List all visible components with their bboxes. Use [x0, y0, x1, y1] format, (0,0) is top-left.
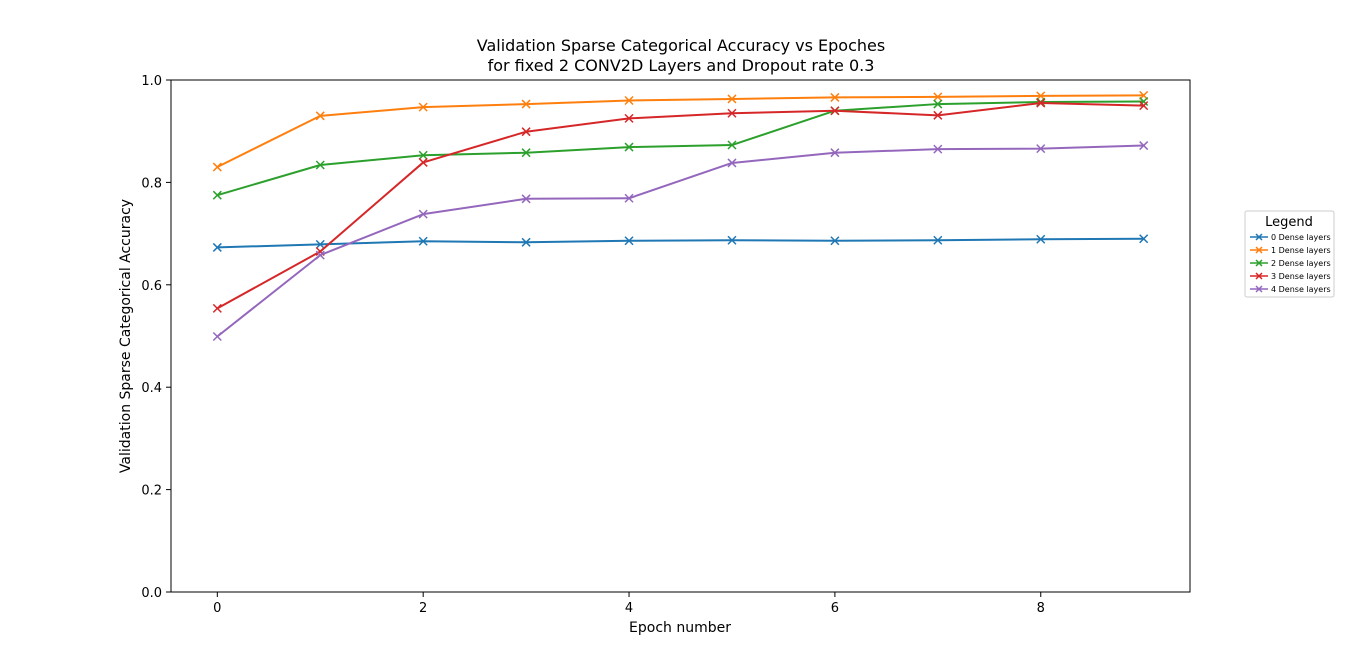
chart-title: Validation Sparse Categorical Accuracy v…	[477, 36, 885, 55]
data-point	[315, 111, 325, 121]
series-line	[216, 102, 1144, 310]
data-point	[624, 113, 634, 123]
legend-marker	[1255, 272, 1263, 280]
data-point	[933, 110, 943, 120]
data-point	[1036, 98, 1046, 108]
series-line	[217, 237, 1144, 249]
x-axis: 0 2 4 6 8	[213, 592, 1045, 616]
data-point	[933, 144, 943, 154]
data-point	[1139, 101, 1149, 111]
plot-area	[170, 79, 1191, 593]
data-point	[418, 209, 428, 219]
series-line	[216, 144, 1144, 338]
y-tick-label: 0.4	[141, 381, 162, 396]
data-point	[418, 102, 428, 112]
data-point	[624, 236, 634, 246]
legend: Legend 0 Dense layers 1 Dense layers 2 Den…	[1244, 210, 1335, 298]
data-point	[933, 92, 943, 102]
data-point	[418, 150, 428, 160]
y-axis: 0.0 0.2 0.4 0.6 0.8 1.0	[141, 74, 171, 601]
data-point	[624, 95, 634, 106]
data-point	[933, 99, 943, 109]
series-layer	[212, 90, 1149, 342]
x-tick-label: 2	[419, 601, 427, 616]
x-axis-label: Epoch number	[629, 620, 731, 636]
legend-items: 0 Dense layers 1 Dense layers 2 Dense laye…	[1250, 233, 1331, 294]
data-point	[212, 242, 222, 252]
legend-label: 0 Dense layers	[1271, 233, 1331, 242]
x-tick-label: 6	[831, 601, 839, 616]
data-point	[727, 108, 737, 118]
legend-item: 2 Dense layers	[1250, 259, 1331, 268]
data-point	[418, 157, 428, 167]
data-point	[1139, 96, 1149, 107]
x-tick-label: 8	[1037, 601, 1045, 616]
data-point	[521, 194, 531, 204]
series-3	[212, 98, 1149, 313]
legend-marker	[1255, 259, 1263, 267]
data-point	[830, 106, 840, 116]
data-point	[521, 237, 531, 247]
data-point	[624, 193, 634, 203]
data-point	[727, 235, 737, 245]
series-1	[212, 90, 1149, 172]
y-tick-label: 0.2	[141, 484, 162, 499]
data-point	[1036, 234, 1046, 244]
y-tick-label: 0.6	[141, 279, 162, 294]
data-point	[315, 239, 325, 249]
data-point	[315, 160, 325, 170]
data-point	[212, 162, 222, 172]
data-point	[727, 140, 737, 150]
data-point	[933, 235, 943, 245]
legend-title: Legend	[1265, 215, 1313, 230]
legend-item: 4 Dense layers	[1250, 285, 1331, 294]
legend-marker	[1255, 246, 1263, 254]
data-point	[1036, 144, 1046, 154]
legend-marker	[1255, 233, 1263, 241]
data-point	[1139, 141, 1149, 151]
data-point	[1139, 234, 1149, 244]
data-point	[521, 127, 531, 137]
series-line	[217, 100, 1144, 197]
legend-marker	[1255, 285, 1263, 293]
chart-subtitle: for fixed 2 CONV2D Layers and Dropout ra…	[488, 56, 875, 75]
legend-label: 3 Dense layers	[1271, 272, 1331, 281]
data-point	[212, 331, 222, 342]
legend-label: 2 Dense layers	[1271, 259, 1331, 268]
x-tick-label: 0	[213, 601, 221, 616]
data-point	[830, 92, 840, 102]
x-tick-label: 4	[625, 601, 633, 616]
y-axis-label: Validation Sparse Categorical Accuracy	[118, 199, 134, 473]
data-point	[521, 148, 531, 158]
legend-item: 0 Dense layers	[1250, 233, 1331, 242]
y-tick-label: 1.0	[141, 74, 162, 89]
legend-label: 1 Dense layers	[1271, 246, 1331, 255]
data-point	[418, 236, 428, 246]
legend-item: 3 Dense layers	[1250, 272, 1331, 281]
data-point	[727, 158, 737, 168]
series-4	[212, 141, 1149, 342]
y-tick-label: 0.8	[141, 176, 162, 191]
data-point	[521, 99, 531, 109]
legend-item: 1 Dense layers	[1250, 246, 1331, 255]
data-point	[830, 148, 840, 158]
legend-label: 4 Dense layers	[1271, 285, 1331, 294]
series-0	[212, 234, 1149, 252]
data-point	[624, 142, 634, 152]
data-point	[212, 303, 222, 313]
series-line	[216, 94, 1144, 168]
data-point	[830, 236, 840, 246]
data-point	[212, 190, 222, 200]
data-point	[727, 94, 737, 104]
data-point	[315, 250, 325, 260]
y-tick-label: 0.0	[141, 586, 162, 601]
